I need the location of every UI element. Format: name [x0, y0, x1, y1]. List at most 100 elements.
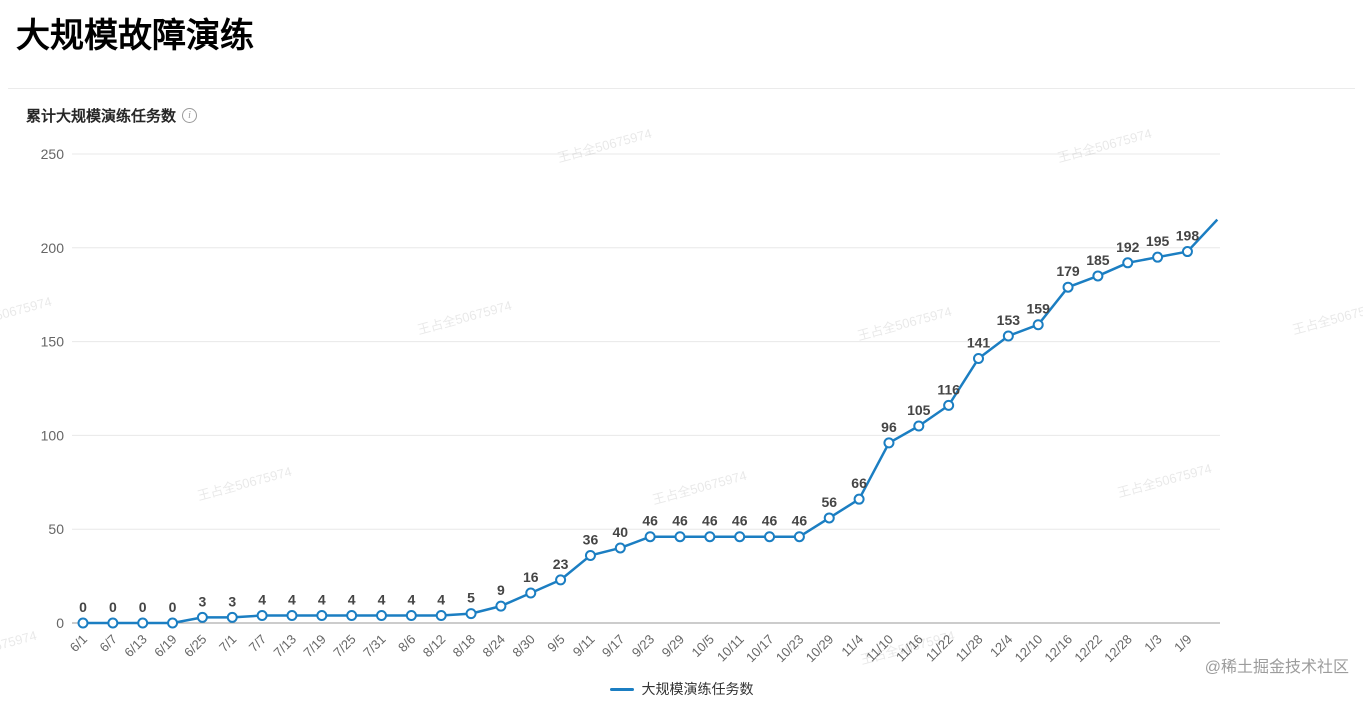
legend-line-swatch: [609, 687, 634, 691]
data-point-label: 4: [258, 591, 266, 607]
x-axis-tick-label: 11/4: [838, 632, 866, 660]
data-point-label: 195: [1146, 233, 1170, 249]
x-axis-tick-label: 11/10: [863, 632, 896, 665]
data-point-marker[interactable]: [525, 587, 537, 599]
data-point-marker[interactable]: [764, 531, 776, 543]
y-axis-tick-label: 50: [48, 521, 64, 537]
y-axis-tick-label: 100: [41, 427, 65, 443]
y-axis-tick-label: 0: [56, 615, 64, 631]
data-point-label: 46: [732, 513, 748, 529]
data-point-marker[interactable]: [77, 617, 89, 629]
x-axis-tick-label: 8/24: [480, 632, 509, 661]
data-point-label: 141: [967, 334, 991, 350]
data-point-marker[interactable]: [1181, 246, 1193, 258]
x-axis-tick-label: 9/23: [629, 632, 658, 661]
data-point-label: 23: [553, 556, 569, 572]
y-axis-tick-label: 150: [41, 334, 65, 350]
data-point-label: 56: [821, 494, 837, 510]
x-axis-tick-label: 10/5: [688, 632, 717, 661]
x-axis-tick-label: 9/29: [659, 632, 688, 661]
x-axis-tick-label: 12/28: [1101, 632, 1135, 666]
data-point-marker[interactable]: [973, 352, 984, 364]
data-point-label: 36: [583, 531, 599, 547]
data-point-label: 46: [702, 513, 718, 529]
x-axis-tick-label: 10/23: [773, 632, 807, 666]
x-axis-tick-label: 6/7: [97, 632, 120, 655]
x-axis-tick-label: 6/25: [181, 632, 210, 661]
data-point-marker[interactable]: [734, 531, 746, 543]
data-point-marker[interactable]: [1122, 257, 1134, 269]
data-point-label: 46: [672, 513, 688, 529]
data-point-marker[interactable]: [376, 609, 387, 621]
data-point-marker[interactable]: [555, 574, 567, 586]
data-point-label: 96: [881, 419, 897, 435]
data-point-marker[interactable]: [286, 609, 298, 621]
data-point-label: 0: [79, 599, 87, 615]
x-axis-tick-label: 9/11: [570, 632, 598, 660]
x-axis-tick-label: 8/12: [420, 632, 449, 661]
data-point-label: 0: [169, 599, 177, 615]
chart-title: 累计大规模演练任务数: [26, 108, 177, 125]
x-axis-tick-label: 1/3: [1141, 632, 1164, 655]
data-point-marker[interactable]: [346, 609, 358, 621]
data-point-label: 198: [1176, 228, 1200, 244]
x-axis-tick-label: 9/5: [544, 632, 567, 655]
x-axis-tick-label: 12/22: [1071, 632, 1105, 666]
data-point-marker[interactable]: [435, 609, 447, 621]
data-point-marker[interactable]: [167, 617, 179, 629]
data-point-marker[interactable]: [196, 611, 208, 623]
chart-card: 累计大规模演练任务数 0501001502002506/16/76/136/19…: [8, 88, 1355, 704]
data-point-marker[interactable]: [614, 542, 626, 554]
y-axis-tick-label: 200: [41, 240, 65, 256]
data-point-marker[interactable]: [674, 531, 686, 543]
y-axis-tick-label: 250: [41, 146, 65, 162]
data-point-marker[interactable]: [943, 399, 955, 411]
data-point-marker[interactable]: [793, 531, 805, 543]
site-credit: @稀土掘金技术社区: [1204, 659, 1349, 676]
data-point-marker[interactable]: [256, 609, 268, 621]
x-axis-tick-label: 6/19: [151, 632, 180, 661]
data-point-label: 185: [1086, 252, 1110, 268]
x-axis-tick-label: 7/31: [360, 632, 389, 661]
data-point-marker[interactable]: [913, 420, 925, 432]
series-line: [83, 218, 1219, 625]
legend-item[interactable]: 大规模演练任务数: [8, 679, 1355, 699]
data-point-marker[interactable]: [107, 617, 119, 629]
info-icon[interactable]: [182, 108, 198, 123]
data-point-marker[interactable]: [704, 531, 716, 543]
data-point-label: 4: [407, 591, 415, 607]
data-point-marker[interactable]: [644, 531, 656, 543]
x-axis-tick-label: 10/29: [803, 632, 837, 666]
x-axis-tick-label: 9/17: [599, 632, 628, 661]
data-point-label: 40: [613, 524, 629, 540]
data-point-label: 66: [851, 475, 867, 491]
data-point-marker[interactable]: [1092, 270, 1104, 282]
data-point-label: 0: [109, 599, 117, 615]
data-point-label: 46: [792, 513, 808, 529]
data-point-label: 46: [762, 513, 778, 529]
data-point-marker[interactable]: [316, 609, 328, 621]
data-point-marker[interactable]: [1152, 251, 1164, 263]
data-point-marker[interactable]: [495, 600, 507, 612]
data-point-label: 4: [318, 591, 326, 607]
x-axis-tick-label: 11/28: [953, 632, 986, 665]
data-point-marker[interactable]: [137, 617, 149, 629]
x-axis-tick-label: 7/19: [300, 632, 329, 661]
data-point-label: 4: [288, 591, 296, 607]
data-point-marker[interactable]: [1032, 319, 1044, 331]
data-point-marker[interactable]: [465, 608, 477, 620]
data-point-marker[interactable]: [226, 611, 238, 623]
data-point-marker[interactable]: [1002, 330, 1014, 342]
data-point-marker[interactable]: [853, 493, 865, 505]
data-point-marker[interactable]: [1062, 281, 1074, 293]
data-point-label: 16: [523, 569, 539, 585]
data-point-marker[interactable]: [823, 512, 835, 524]
data-point-label: 105: [907, 402, 931, 418]
data-point-marker[interactable]: [584, 549, 596, 561]
x-axis-tick-label: 10/11: [714, 632, 747, 665]
data-point-marker[interactable]: [883, 437, 895, 449]
data-point-marker[interactable]: [405, 609, 417, 621]
x-axis-tick-label: 10/17: [743, 632, 777, 666]
x-axis-tick-label: 6/1: [67, 632, 90, 655]
